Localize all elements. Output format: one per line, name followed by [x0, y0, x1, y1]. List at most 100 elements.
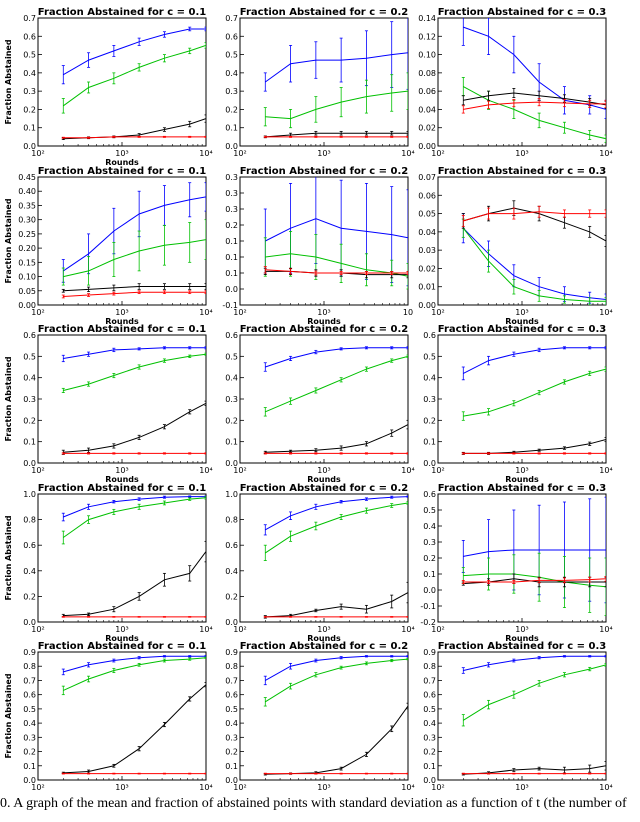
y-tick-label: 0.7 [225, 676, 238, 685]
plot-area [263, 346, 408, 455]
series-black [61, 114, 206, 141]
y-tick-label: 0.6 [423, 691, 436, 700]
x-tick-label: 10² [233, 308, 246, 317]
series-line [463, 664, 606, 721]
x-tick-label: 10³ [317, 783, 330, 790]
x-tick-label: 10³ [515, 149, 528, 158]
series-green [461, 218, 606, 305]
y-tick-label: 0.0 [225, 285, 238, 294]
y-tick-label: 0.6 [225, 541, 238, 550]
y-tick-label: 0.5 [423, 506, 436, 515]
y-tick-label: 0.2 [423, 416, 436, 425]
y-tick-label: 0.4 [423, 522, 436, 531]
series-line [463, 347, 606, 374]
series-blue [263, 346, 408, 372]
x-tick-label: 10² [31, 466, 44, 475]
y-tick-label: 0.9 [23, 648, 36, 657]
y-tick-label: 0.40 [18, 187, 36, 196]
series-line [463, 211, 606, 222]
series-blue [61, 346, 206, 363]
y-tick-label: 0.8 [225, 662, 238, 671]
y-tick-label: 0.3 [225, 205, 238, 214]
series-blue [461, 496, 606, 604]
y-tick-label: 0.2 [225, 748, 238, 757]
x-tick-label: 10² [233, 783, 246, 790]
x-axis-label: Rounds [105, 317, 139, 326]
axes-frame [239, 334, 409, 464]
y-tick-label: 0.2 [423, 554, 436, 563]
series-line [265, 90, 408, 120]
subplot-2: Fraction Abstained for c = 0.2 0.0 0.1 0.2 0… [225, 7, 414, 158]
plot-area [61, 182, 206, 299]
y-tick-label: 0.3 [225, 173, 238, 182]
y-tick-label: 0.2 [423, 748, 436, 757]
y-tick-label: 0.06 [418, 87, 436, 96]
plot-area [461, 496, 606, 616]
y-tick-label: 0.05 [18, 287, 36, 296]
series-black [61, 400, 206, 455]
series-blue [61, 495, 206, 522]
series-line [265, 355, 408, 413]
y-tick-label: 0.1 [225, 124, 238, 133]
x-axis-label: Rounds [105, 158, 139, 167]
y-axis-label: Fraction Abstained [4, 673, 13, 758]
subplot-13: Fraction Abstained for c = 0.1 0.0 0.1 0.2 0… [4, 641, 213, 790]
axes-frame [437, 334, 607, 464]
subplot-11: Fraction Abstained for c = 0.2 0.0 0.2 0.4 0… [225, 483, 414, 643]
y-tick-label: 0.4 [23, 719, 36, 728]
series-line [63, 655, 206, 673]
y-tick-label: 0.1 [23, 124, 36, 133]
series-green [61, 219, 206, 286]
series-black [461, 436, 606, 455]
y-tick-label: 0.0 [23, 459, 36, 468]
y-tick-label: 0.01 [418, 283, 436, 292]
series-blue [461, 655, 606, 674]
subplot-title: Fraction Abstained for c = 0.2 [240, 7, 408, 18]
series-red [263, 452, 408, 455]
series-black [61, 682, 206, 774]
y-tick-label: 0.3 [423, 538, 436, 547]
y-tick-label: 0.1 [225, 237, 238, 246]
series-red [61, 452, 206, 455]
y-tick-label: 0.0 [423, 776, 436, 785]
subplot-title: Fraction Abstained for c = 0.1 [38, 7, 206, 18]
y-tick-label: 0.0 [23, 618, 36, 627]
y-tick-label: 0.04 [418, 105, 436, 114]
x-tick-label: 10⁴ [401, 466, 414, 475]
series-green [461, 662, 606, 727]
y-tick-label: 0.4 [23, 374, 36, 383]
series-black [61, 283, 206, 293]
series-line [63, 118, 206, 140]
y-tick-label: 0.2 [23, 416, 36, 425]
x-tick-label: 10⁴ [401, 783, 414, 790]
y-tick-label: 0.3 [423, 395, 436, 404]
y-axis-label: Fraction Abstained [4, 39, 13, 124]
series-black [461, 761, 606, 776]
series-blue [461, 346, 606, 381]
plot-area [61, 495, 206, 618]
series-line [265, 592, 408, 618]
series-line [63, 286, 206, 292]
y-tick-label: 0.02 [418, 124, 436, 133]
series-line [265, 655, 408, 681]
x-tick-label: 10² [233, 625, 246, 634]
y-tick-label: 0.6 [225, 691, 238, 700]
x-tick-label: 10² [233, 149, 246, 158]
subplot-title: Fraction Abstained for c = 0.3 [438, 166, 606, 177]
series-line [265, 132, 408, 138]
x-axis-label: Rounds [307, 475, 341, 484]
x-tick-label: 10³ [317, 149, 330, 158]
subplot-title: Fraction Abstained for c = 0.3 [438, 483, 606, 494]
plot-area [61, 655, 206, 775]
y-tick-label: 0.3 [23, 733, 36, 742]
y-tick-label: 0.2 [23, 748, 36, 757]
x-tick-label: 10³ [115, 625, 128, 634]
x-tick-label: 10⁴ [199, 466, 212, 475]
series-line [63, 136, 206, 139]
series-line [63, 496, 206, 518]
y-axis-label: Fraction Abstained [4, 356, 13, 441]
y-tick-label: 0.3 [225, 733, 238, 742]
y-tick-label: -0.1 [420, 602, 436, 611]
x-tick-label: 10² [431, 625, 444, 634]
y-tick-label: 0.7 [423, 676, 436, 685]
